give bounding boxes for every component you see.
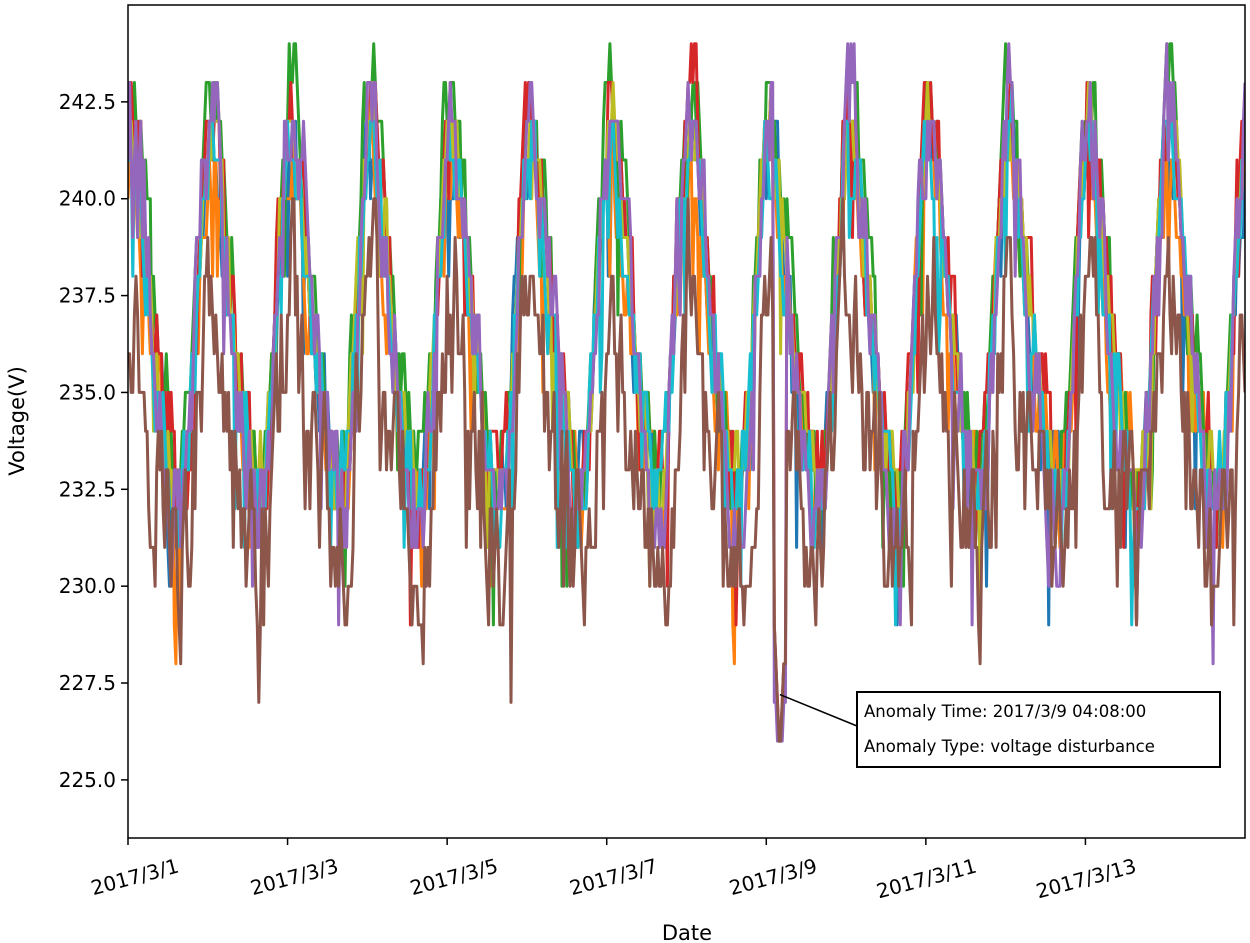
y-axis: 225.0 227.5 230.0 232.5 235.0 237.5 240.0 242.5 <box>59 90 128 792</box>
annotation-box <box>856 691 1221 768</box>
series-line-7 <box>128 42 1245 743</box>
series-line-8 <box>128 197 1245 743</box>
x-axis-label: Date <box>662 921 712 943</box>
y-tick-label: 230.0 <box>59 574 116 598</box>
y-tick-label: 225.0 <box>59 768 116 792</box>
y-tick-label: 240.0 <box>59 187 116 211</box>
annotation-pointer <box>779 693 858 727</box>
y-axis-label: Voltage(V) <box>5 366 29 476</box>
anomaly-type-label: Anomaly Type: voltage disturbance <box>864 737 1155 756</box>
series-layer <box>128 42 1245 743</box>
anomaly-time-label: Anomaly Time: 2017/3/9 04:08:00 <box>864 702 1146 721</box>
anomaly-annotation: Anomaly Time: 2017/3/9 04:08:00 Anomaly … <box>779 691 1221 768</box>
y-tick-label: 227.5 <box>59 671 116 695</box>
y-tick-label: 235.0 <box>59 380 116 404</box>
y-tick-label: 232.5 <box>59 477 116 501</box>
y-tick-label: 237.5 <box>59 284 116 308</box>
plot-frame <box>127 4 1246 839</box>
y-tick-label: 242.5 <box>59 90 116 114</box>
